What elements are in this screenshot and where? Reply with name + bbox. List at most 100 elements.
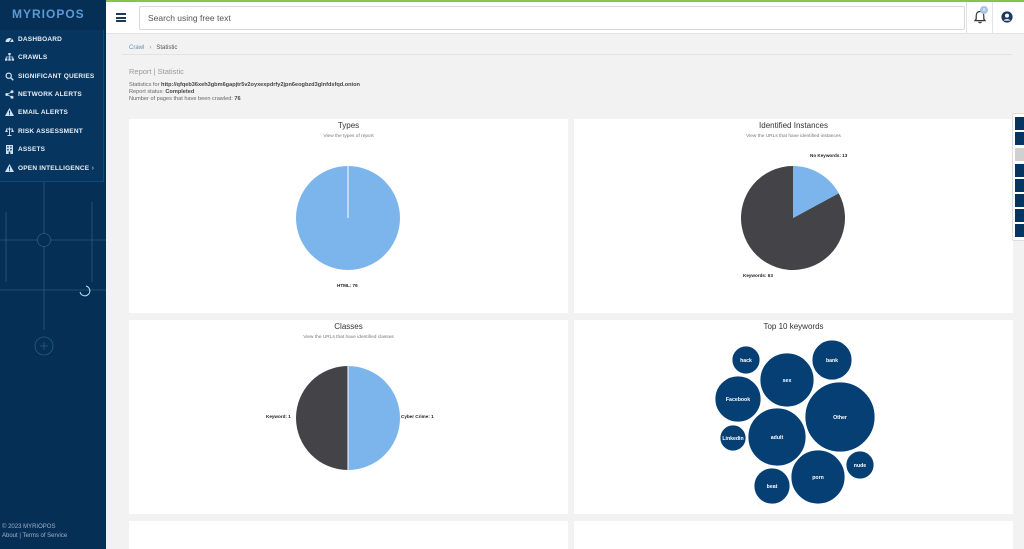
about-link[interactable]: About bbox=[2, 533, 18, 539]
balance-icon bbox=[5, 127, 14, 136]
stats-label: Statistics for bbox=[129, 82, 160, 88]
breadcrumb-crawl-link[interactable]: Crawl bbox=[129, 45, 145, 51]
keyword-bubble-label: hack bbox=[740, 358, 752, 364]
pie-slice-no-keywords[interactable] bbox=[793, 166, 839, 218]
sidebar-item-significant-queries[interactable]: SIGNIFICANT QUERIES bbox=[0, 67, 104, 85]
warning-icon bbox=[5, 164, 14, 173]
pie-slice-keyword[interactable] bbox=[296, 366, 348, 470]
search-icon bbox=[5, 72, 14, 81]
report-info: Statistics for http://qfqeb36xeh3gbm6gap… bbox=[129, 82, 360, 103]
app-logo[interactable]: MYRIOPOS bbox=[12, 7, 85, 21]
sidebar-decoration bbox=[0, 182, 106, 356]
report-status: Completed bbox=[165, 89, 195, 95]
keyword-bubble[interactable] bbox=[759, 352, 815, 408]
sidebar-item-open-intelligence[interactable]: OPEN INTELLIGENCE › bbox=[0, 159, 104, 177]
pages-label: Number of pages that have been crawled: bbox=[129, 96, 233, 102]
keyword-bubble[interactable] bbox=[747, 407, 807, 467]
sitemap-icon bbox=[5, 53, 14, 62]
card-title: Classes bbox=[334, 322, 363, 331]
card-subtitle: View the types of report bbox=[323, 134, 374, 139]
report-url: http://qfqeb36xeh3gbm6gapjtr5v2oyxexpdrf… bbox=[161, 82, 360, 88]
pie-label-html: HTML: 76 bbox=[337, 283, 358, 288]
status-label: Report status: bbox=[129, 89, 164, 95]
top-accent-line bbox=[0, 0, 1024, 2]
chevron-right-icon: › bbox=[91, 164, 94, 172]
keyword-bubble-label: beat bbox=[767, 484, 778, 490]
breadcrumb-current: Statistic bbox=[156, 45, 178, 51]
keyword-bubble[interactable] bbox=[845, 450, 875, 480]
building-icon bbox=[5, 144, 14, 154]
side-tab[interactable] bbox=[1015, 209, 1024, 222]
page-title: Report | Statistic bbox=[129, 67, 184, 76]
pie-label-keywords: Keywords: 63 bbox=[743, 273, 773, 278]
keyword-bubble-label: adult bbox=[771, 435, 784, 441]
sidebar-item-label: OPEN INTELLIGENCE bbox=[18, 164, 90, 172]
sidebar-item-label: NETWORK ALERTS bbox=[18, 90, 82, 98]
classes-pie-chart bbox=[296, 366, 400, 470]
user-account-icon[interactable] bbox=[1001, 11, 1013, 23]
keyword-bubble-label: nude bbox=[854, 463, 867, 469]
sidebar-item-label: CRAWLS bbox=[18, 53, 48, 61]
chevron-right-icon: › bbox=[149, 45, 152, 51]
sidebar-footer: © 2023 MYRIOPOS About | Terms of Service bbox=[2, 524, 68, 539]
sidebar-item-dashboard[interactable]: DASHBOARD bbox=[0, 30, 104, 48]
pie-label-cyber-crime: Cyber Crime: 1 bbox=[401, 414, 434, 419]
side-tab[interactable] bbox=[1015, 194, 1024, 207]
side-tab[interactable] bbox=[1015, 117, 1024, 130]
card-title: Top 10 keywords bbox=[763, 322, 824, 331]
side-tab[interactable] bbox=[1015, 132, 1024, 145]
pie-label-keyword: Keyword: 1 bbox=[266, 414, 291, 419]
terms-link[interactable]: Terms of Service bbox=[22, 533, 68, 539]
sidebar-item-label: RISK ASSESSMENT bbox=[18, 127, 83, 135]
keyword-bubble[interactable] bbox=[804, 381, 876, 453]
top-header: Search using free text 0 bbox=[106, 2, 1024, 34]
sidebar-item-risk-assessment[interactable]: RISK ASSESSMENT bbox=[0, 122, 104, 140]
side-tab[interactable] bbox=[1015, 179, 1024, 192]
pie-slice-cyber-crime[interactable] bbox=[348, 366, 400, 470]
keyword-bubble-label: porn bbox=[812, 475, 824, 481]
side-tab[interactable] bbox=[1015, 148, 1024, 161]
breadcrumb-divider bbox=[122, 54, 1012, 55]
instances-pie-chart bbox=[741, 166, 845, 270]
top-keywords-card: Top 10 keywords hack bank sex Facebook Other… bbox=[574, 320, 1013, 514]
sidebar-item-network-alerts[interactable]: NETWORK ALERTS bbox=[0, 85, 104, 103]
search-input[interactable]: Search using free text bbox=[139, 6, 965, 30]
side-tab[interactable] bbox=[1015, 224, 1024, 237]
sidebar-item-crawls[interactable]: CRAWLS bbox=[0, 48, 104, 66]
keyword-bubble[interactable] bbox=[719, 424, 747, 452]
keyword-bubble[interactable] bbox=[731, 345, 761, 375]
side-tab[interactable] bbox=[1015, 164, 1024, 177]
card-title: Types bbox=[337, 121, 360, 130]
types-pie-chart bbox=[296, 166, 400, 270]
pages-crawled-count: 76 bbox=[234, 96, 241, 102]
keyword-bubble[interactable] bbox=[714, 375, 762, 423]
bottom-left-card bbox=[129, 521, 568, 549]
card-subtitle: View the URLs that have identified class… bbox=[303, 335, 394, 340]
warning-icon bbox=[5, 108, 14, 117]
sidebar-item-label: EMAIL ALERTS bbox=[18, 108, 69, 116]
card-title: Identified Instances bbox=[759, 121, 828, 130]
share-icon bbox=[5, 89, 14, 99]
keyword-bubble[interactable] bbox=[811, 339, 853, 381]
keyword-bubble-label: Other bbox=[833, 415, 847, 421]
copyright-text: © 2023 MYRIOPOS bbox=[2, 524, 56, 530]
keyword-bubble-label: sex bbox=[783, 378, 792, 384]
keyword-bubble-label: Facebook bbox=[726, 397, 750, 403]
sidebar-item-label: ASSETS bbox=[18, 145, 46, 153]
header-divider bbox=[966, 2, 967, 34]
breadcrumb: Crawl › Statistic bbox=[129, 45, 177, 51]
keyword-bubble-label: Linkedin bbox=[722, 436, 743, 442]
keyword-bubble[interactable] bbox=[753, 467, 791, 505]
menu-toggle-icon[interactable] bbox=[116, 13, 126, 22]
card-subtitle: View the URLs that have identified insta… bbox=[746, 134, 841, 139]
header-divider bbox=[992, 2, 993, 34]
keyword-bubble[interactable] bbox=[790, 449, 846, 505]
dashboard-icon bbox=[5, 35, 14, 44]
sidebar-item-email-alerts[interactable]: EMAIL ALERTS bbox=[0, 103, 104, 121]
sidebar-item-assets[interactable]: ASSETS bbox=[0, 140, 104, 158]
bottom-right-card bbox=[574, 521, 1013, 549]
sidebar-item-label: DASHBOARD bbox=[18, 35, 63, 43]
right-side-toolbar bbox=[1012, 113, 1024, 241]
types-card: Types View the types of report HTML: 76 bbox=[129, 119, 568, 313]
sidebar-menu: DASHBOARD CRAWLS SIGNIFICANT QUERIES NET… bbox=[0, 30, 104, 182]
